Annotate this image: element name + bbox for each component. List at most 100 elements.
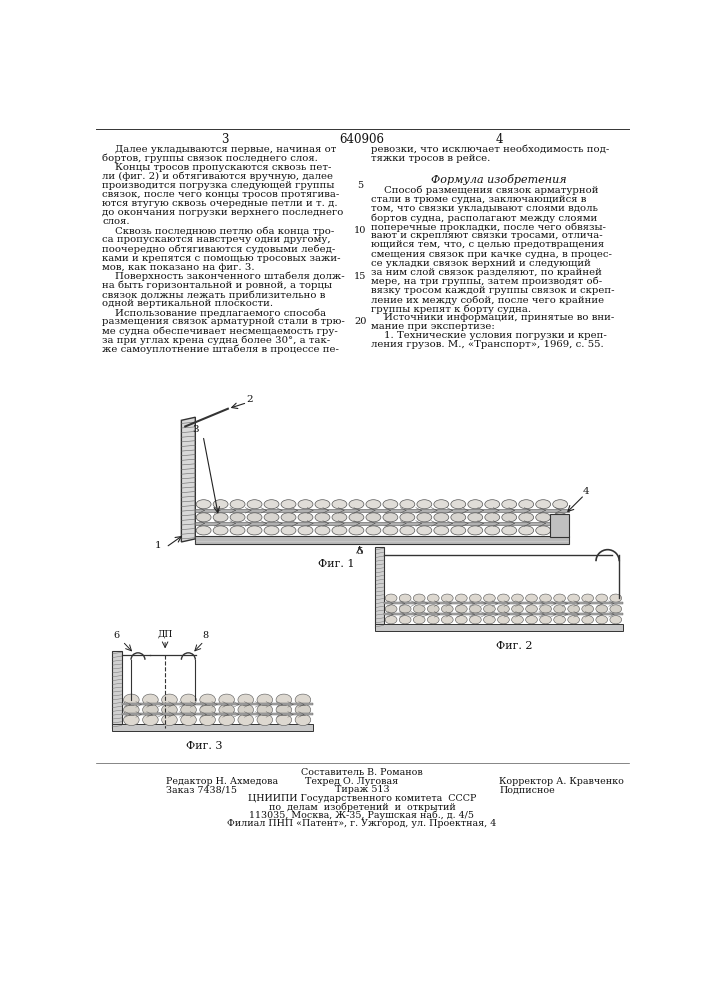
Ellipse shape [399,605,411,613]
Ellipse shape [400,513,415,522]
Text: по  делам  изобретений  и  открытий: по делам изобретений и открытий [269,802,455,812]
Ellipse shape [264,513,279,522]
Ellipse shape [143,704,158,716]
Ellipse shape [349,526,364,535]
Ellipse shape [519,526,534,535]
Bar [112,724,313,731]
Ellipse shape [281,526,296,535]
Ellipse shape [417,526,432,535]
Ellipse shape [502,513,517,522]
Ellipse shape [332,513,347,522]
Ellipse shape [196,513,211,522]
Text: ЦНИИПИ Государственного комитета  СССР: ЦНИИПИ Государственного комитета СССР [247,794,476,803]
Text: тяжки тросов в рейсе.: тяжки тросов в рейсе. [371,154,491,163]
Ellipse shape [414,605,425,613]
Ellipse shape [366,513,381,522]
Ellipse shape [230,513,245,522]
Ellipse shape [162,694,177,706]
Ellipse shape [230,500,245,509]
Ellipse shape [238,714,254,726]
Text: Корректор А. Кравченко: Корректор А. Кравченко [499,777,624,786]
Ellipse shape [610,616,621,624]
Ellipse shape [484,616,496,624]
Ellipse shape [469,616,481,624]
Ellipse shape [298,500,313,509]
Ellipse shape [539,605,551,613]
Text: производится погрузка следующей группы: производится погрузка следующей группы [103,181,334,190]
Text: 6: 6 [113,631,119,640]
Ellipse shape [525,594,537,602]
Ellipse shape [349,500,364,509]
Ellipse shape [281,513,296,522]
Text: ревозки, что исключает необходимость под-: ревозки, что исключает необходимость под… [371,145,609,154]
Ellipse shape [539,594,551,602]
Text: Сквозь последнюю петлю оба конца тро-: Сквозь последнюю петлю оба конца тро- [103,226,334,236]
Ellipse shape [200,714,216,726]
Text: ли (фиг. 2) и обтягиваются вручную, далее: ли (фиг. 2) и обтягиваются вручную, дале… [103,172,333,181]
Ellipse shape [247,500,262,509]
Bar [385,613,623,615]
Text: ются втугую сквозь очередные петли и т. д.: ются втугую сквозь очередные петли и т. … [103,199,338,208]
Text: размещения связок арматурной стали в трю-: размещения связок арматурной стали в трю… [103,317,345,326]
Ellipse shape [247,513,262,522]
Ellipse shape [568,605,580,613]
Text: вают и скрепляют связки тросами, отлича-: вают и скрепляют связки тросами, отлича- [371,231,603,240]
Ellipse shape [200,704,216,716]
Ellipse shape [553,513,568,522]
Ellipse shape [332,526,347,535]
Ellipse shape [315,513,330,522]
Ellipse shape [427,616,439,624]
Text: ДП: ДП [158,629,173,638]
Ellipse shape [219,694,235,706]
Ellipse shape [451,526,466,535]
Text: мов, как показано на фиг. 3.: мов, как показано на фиг. 3. [103,263,255,272]
Ellipse shape [200,694,216,706]
Ellipse shape [366,526,381,535]
Bar [195,536,569,544]
Ellipse shape [385,605,397,613]
Ellipse shape [554,594,566,602]
Ellipse shape [596,616,607,624]
Ellipse shape [596,605,607,613]
Ellipse shape [383,513,398,522]
Ellipse shape [162,704,177,716]
Ellipse shape [469,594,481,602]
Text: Фиг. 2: Фиг. 2 [496,641,533,651]
Ellipse shape [257,694,273,706]
Text: связок должны лежать приблизительно в: связок должны лежать приблизительно в [103,290,326,300]
Ellipse shape [434,500,449,509]
Text: Поверхность законченного штабеля долж-: Поверхность законченного штабеля долж- [103,272,345,281]
Text: Редактор Н. Ахмедова: Редактор Н. Ахмедова [166,777,278,786]
Text: вязку тросом каждой группы связок и скреп-: вязку тросом каждой группы связок и скре… [371,286,615,295]
Ellipse shape [281,500,296,509]
Bar [195,509,569,512]
Ellipse shape [414,616,425,624]
Text: группы крепят к борту судна.: группы крепят к борту судна. [371,304,532,314]
Ellipse shape [257,704,273,716]
Ellipse shape [219,714,235,726]
Bar [112,651,122,728]
Ellipse shape [610,594,621,602]
Text: же самоуплотнение штабеля в процессе пе-: же самоуплотнение штабеля в процессе пе- [103,345,339,354]
Ellipse shape [238,704,254,716]
Ellipse shape [264,500,279,509]
Ellipse shape [383,526,398,535]
Ellipse shape [536,500,551,509]
Ellipse shape [332,500,347,509]
Ellipse shape [385,594,397,602]
Text: мание при экспертизе:: мание при экспертизе: [371,322,495,331]
Text: связок, после чего концы тросов протягива-: связок, после чего концы тросов протягив… [103,190,339,199]
Text: Фиг. 1: Фиг. 1 [318,559,355,569]
Ellipse shape [181,694,197,706]
Text: стали в трюме судна, заключающийся в: стали в трюме судна, заключающийся в [371,195,587,204]
Ellipse shape [427,605,439,613]
Bar [195,522,569,525]
Ellipse shape [230,526,245,535]
Ellipse shape [417,513,432,522]
Ellipse shape [485,526,500,535]
Text: са пропускаются навстречу одни другому,: са пропускаются навстречу одни другому, [103,235,331,244]
Ellipse shape [399,594,411,602]
Text: на быть горизонтальной и ровной, а торцы: на быть горизонтальной и ровной, а торцы [103,281,332,290]
Ellipse shape [468,500,483,509]
Ellipse shape [484,594,496,602]
